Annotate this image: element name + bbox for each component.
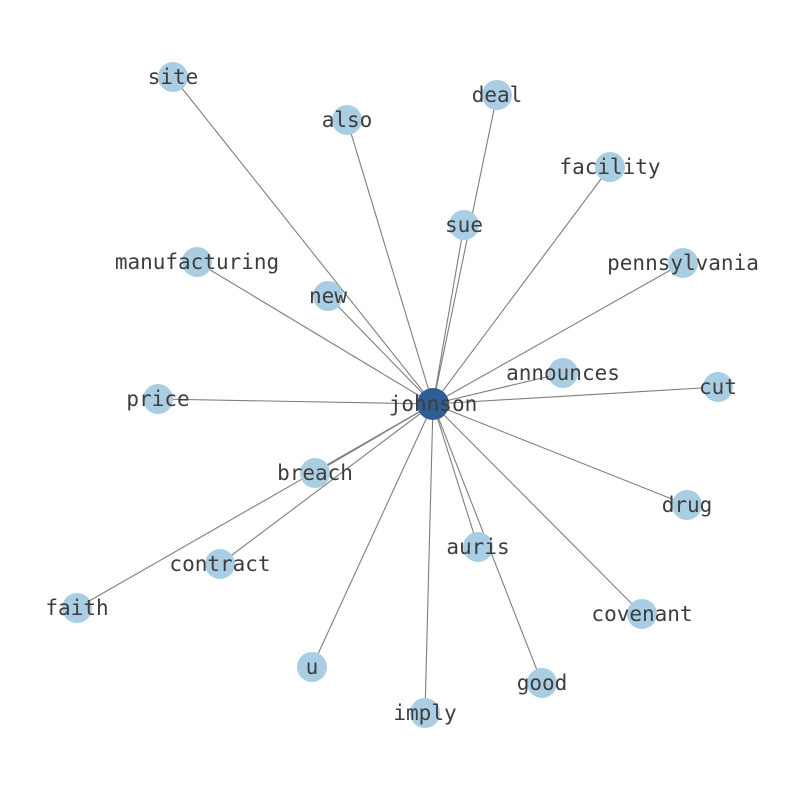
graph-node-site <box>158 62 188 92</box>
graph-node-label-auris: auris <box>446 535 509 559</box>
graph-node-manufacturing <box>182 247 212 277</box>
graph-node-imply <box>410 698 440 728</box>
graph-edge-johnson-drug <box>432 403 688 506</box>
graph-edge-johnson-site <box>172 76 434 405</box>
graph-node-label-pennsylvania: pennsylvania <box>607 251 759 275</box>
graph-node-johnson <box>417 388 449 420</box>
graph-node-label-announces: announces <box>506 361 620 385</box>
graph-node-u <box>297 652 327 682</box>
graph-edge-johnson-announces <box>432 372 564 405</box>
graph-node-facility <box>595 152 625 182</box>
graph-node-label-deal: deal <box>472 83 523 107</box>
graph-node-price <box>143 384 173 414</box>
graph-node-label-u: u <box>306 655 319 679</box>
graph-edge-johnson-imply <box>424 403 434 714</box>
graph-node-label-cut: cut <box>699 375 737 399</box>
graph-node-label-good: good <box>517 671 568 695</box>
edges-layer <box>76 76 719 714</box>
graph-node-cut <box>703 372 733 402</box>
graph-edge-johnson-also <box>346 119 434 405</box>
graph-edge-johnson-covenant <box>432 403 643 615</box>
graph-node-label-also: also <box>322 108 373 132</box>
graph-node-label-sue: sue <box>445 213 483 237</box>
graph-node-good <box>527 668 557 698</box>
graph-node-label-drug: drug <box>662 493 713 517</box>
graph-edge-johnson-sue <box>432 224 465 405</box>
graph-node-label-new: new <box>309 284 347 308</box>
graph-node-drug <box>672 490 702 520</box>
graph-node-label-price: price <box>126 387 189 411</box>
graph-node-new <box>313 281 343 311</box>
graph-node-label-manufacturing: manufacturing <box>115 250 279 274</box>
graph-node-label-contract: contract <box>169 552 270 576</box>
graph-node-label-facility: facility <box>559 155 660 179</box>
graph-node-also <box>332 105 362 135</box>
graph-node-auris <box>463 532 493 562</box>
graph-node-deal <box>482 80 512 110</box>
graph-edge-johnson-pennsylvania <box>432 262 684 405</box>
graph-node-label-breach: breach <box>277 461 353 485</box>
graph-node-announces <box>548 358 578 388</box>
graph-edge-johnson-cut <box>432 386 719 405</box>
graph-edge-johnson-manufacturing <box>196 261 434 405</box>
graph-node-label-faith: faith <box>45 596 108 620</box>
graph-node-covenant <box>627 599 657 629</box>
graph-node-pennsylvania <box>668 248 698 278</box>
graph-edge-johnson-new <box>327 295 434 405</box>
graph-node-label-site: site <box>148 65 199 89</box>
graph-edge-johnson-facility <box>432 166 611 405</box>
graph-edge-johnson-u <box>311 403 434 668</box>
graph-node-faith <box>62 593 92 623</box>
graph-edge-johnson-contract <box>219 403 434 565</box>
graph-edge-johnson-deal <box>432 94 498 405</box>
graph-node-label-covenant: covenant <box>591 602 692 626</box>
graph-node-contract <box>205 549 235 579</box>
graph-node-label-imply: imply <box>393 701 456 725</box>
graph-node-breach <box>300 458 330 488</box>
graph-edge-johnson-auris <box>432 403 479 548</box>
labels-layer: site also deal facility sue pennsylvania manuf… <box>45 65 758 725</box>
graph-edge-johnson-faith <box>76 403 434 609</box>
graph-node-label-johnson: johnson <box>389 392 478 416</box>
graph-edge-johnson-price <box>157 398 434 405</box>
nodes-layer <box>62 62 733 728</box>
graph-node-sue <box>449 210 479 240</box>
